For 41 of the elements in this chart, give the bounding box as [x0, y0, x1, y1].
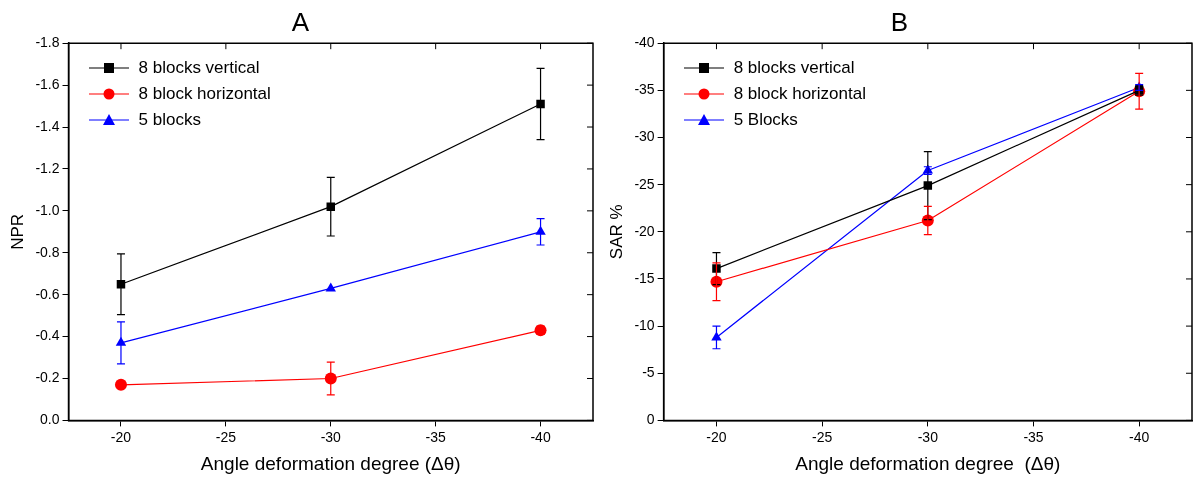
legend-label: 8 block horizontal: [733, 83, 866, 106]
y-tick-label: -0.2: [35, 369, 60, 386]
x-tick-label: -20: [706, 428, 727, 445]
y-axis-title: SAR %: [606, 204, 626, 260]
x-tick-label: -25: [215, 428, 237, 445]
legend-label: 5 blocks: [138, 109, 201, 132]
x-tick-label: -30: [320, 428, 342, 445]
y-tick-label: -1.0: [35, 201, 60, 218]
y-tick-label: -40: [634, 34, 655, 51]
y-tick-label: -1.2: [35, 159, 60, 176]
legend-label: 5 Blocks: [733, 109, 798, 132]
y-tick-label: -20: [634, 222, 655, 239]
y-tick-label: -1.4: [35, 117, 60, 134]
chart-title: B: [890, 6, 909, 37]
x-tick-label: -35: [425, 428, 446, 445]
x-tick-label: -35: [1023, 428, 1044, 445]
x-tick-label: -30: [917, 428, 939, 445]
legend-label: 8 blocks vertical: [733, 57, 855, 80]
y-tick-label: -5: [642, 364, 655, 381]
y-tick-label: 0.0: [40, 411, 60, 428]
y-tick-label: -10: [634, 316, 655, 333]
y-tick-label: -0.8: [35, 243, 60, 260]
y-tick-label: -1.8: [35, 34, 60, 51]
x-tick-label: -25: [812, 428, 833, 445]
x-tick-label: -40: [1129, 428, 1150, 445]
y-tick-label: -0.6: [35, 285, 60, 302]
chart-title: A: [291, 6, 310, 37]
x-axis-title: Angle deformation degree (Δθ): [200, 452, 461, 474]
x-tick-label: -40: [530, 428, 551, 445]
x-axis-title: Angle deformation degree (Δθ): [795, 452, 1061, 474]
x-tick-label: -20: [110, 428, 132, 445]
y-tick-label: 0: [646, 411, 655, 428]
y-tick-label: -15: [634, 269, 655, 286]
y-axis-title: NPR: [7, 213, 27, 250]
y-tick-label: -0.4: [35, 327, 60, 344]
legend-label: 8 block horizontal: [138, 83, 271, 106]
y-tick-label: -25: [634, 175, 655, 192]
y-tick-label: -35: [634, 81, 655, 98]
y-tick-label: -30: [634, 128, 655, 145]
y-tick-label: -1.6: [35, 75, 60, 92]
legend-label: 8 blocks vertical: [138, 57, 260, 80]
